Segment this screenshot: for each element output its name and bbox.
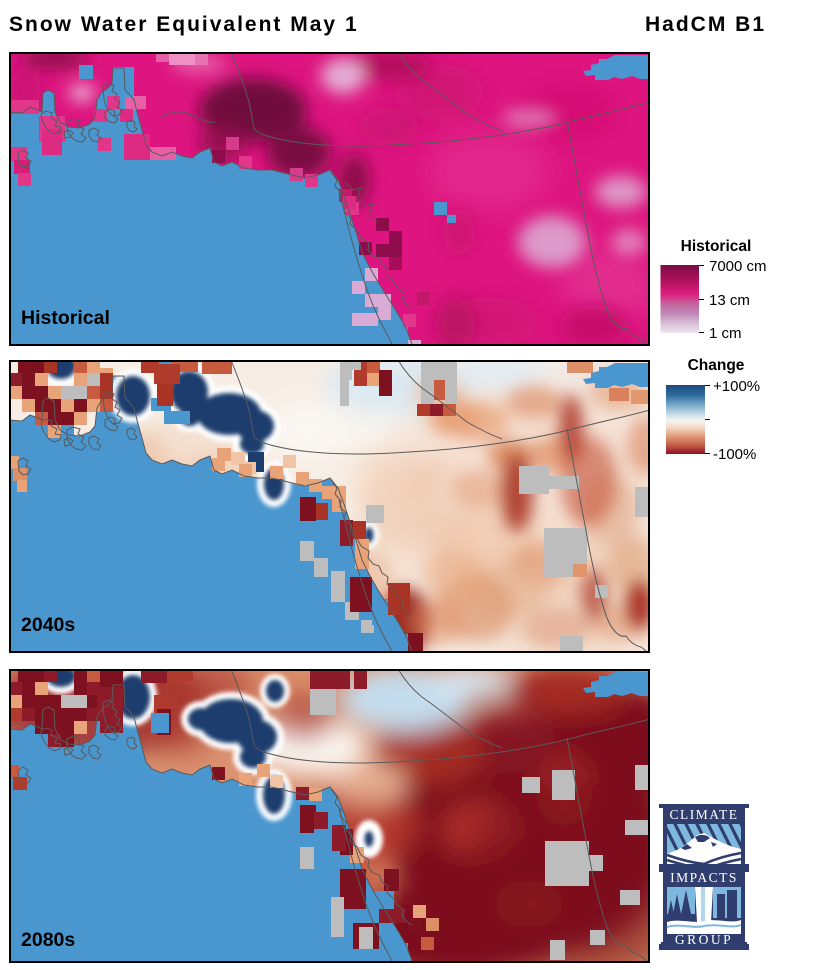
svg-text:13 cm: 13 cm (709, 292, 750, 309)
svg-text:GROUP: GROUP (675, 932, 733, 947)
svg-text:+100%: +100% (713, 378, 760, 395)
svg-text:2040s: 2040s (21, 614, 75, 636)
svg-text:Historical: Historical (21, 307, 110, 329)
svg-text:Change: Change (688, 357, 745, 374)
svg-text:2080s: 2080s (21, 929, 75, 951)
svg-text:1 cm: 1 cm (709, 325, 742, 342)
svg-text:-100%: -100% (713, 446, 756, 463)
svg-text:7000 cm: 7000 cm (709, 258, 767, 275)
svg-text:Historical: Historical (681, 238, 752, 255)
svg-text:IMPACTS: IMPACTS (670, 870, 738, 885)
svg-text:CLIMATE: CLIMATE (670, 807, 739, 822)
